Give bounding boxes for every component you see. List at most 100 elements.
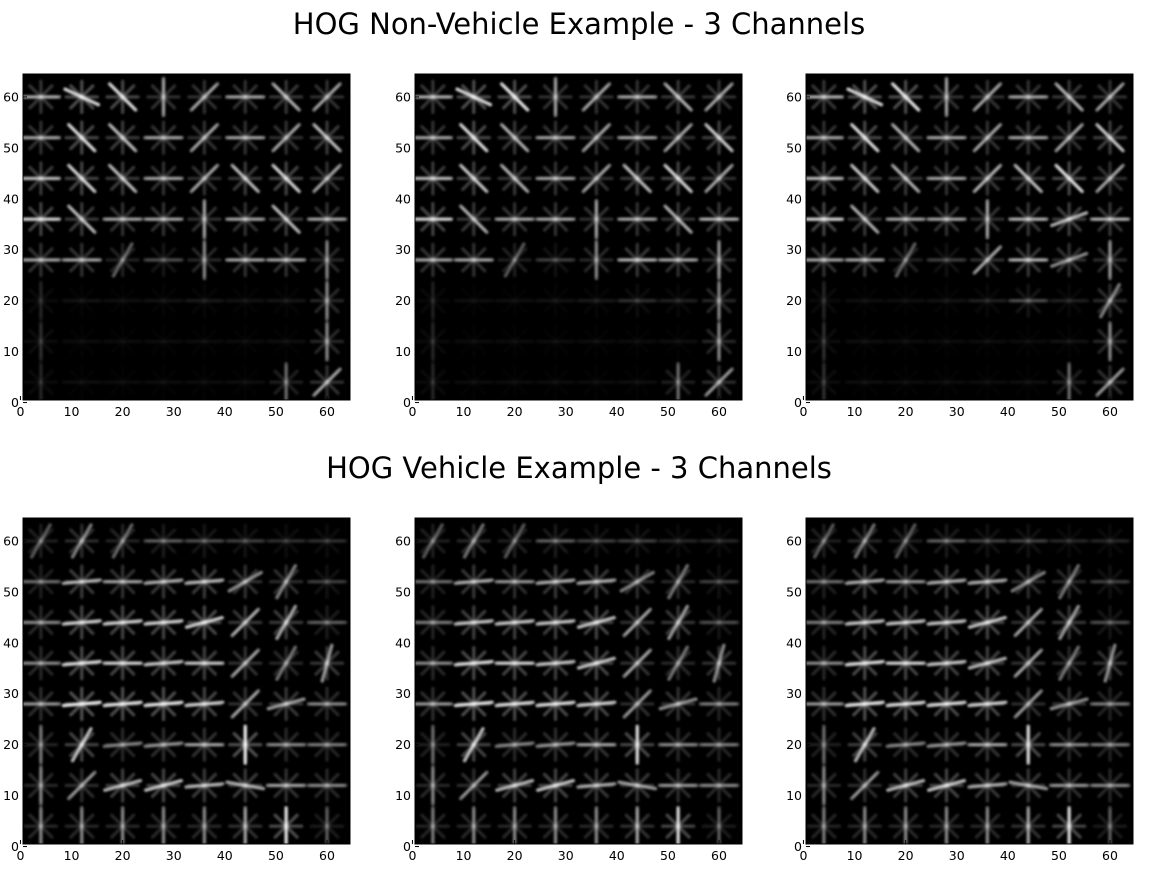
hog-cell xyxy=(888,523,923,559)
hog-cell xyxy=(698,727,740,762)
hog-cell xyxy=(266,768,307,803)
hog-panel-non-vehicle-ch3: 0 10 20 30 40 50 60 0 10 20 30 40 50 60 xyxy=(786,73,1134,419)
hog-cell xyxy=(225,298,266,303)
figure-title-non-vehicle: HOG Non-Vehicle Example - 3 Channels xyxy=(292,7,866,41)
hog-cell xyxy=(228,724,263,765)
hog-cell xyxy=(415,806,451,844)
hog-cell xyxy=(415,202,453,237)
hog-cell xyxy=(885,202,926,237)
plot-frame xyxy=(414,517,743,845)
hog-cell xyxy=(456,120,491,155)
y-tick-label: 20 xyxy=(395,737,411,752)
hog-cell xyxy=(844,564,885,599)
x-tick-label: 0 xyxy=(16,848,24,863)
hog-cell xyxy=(888,79,923,115)
hog-cell xyxy=(1089,523,1131,559)
hog-cell xyxy=(535,298,576,303)
plot-frame xyxy=(414,73,743,401)
plot-frame xyxy=(22,73,351,401)
hog-cell xyxy=(415,161,453,196)
hog-cell xyxy=(701,161,737,196)
hog-cells xyxy=(23,76,348,400)
y-tick-label: 0 xyxy=(403,395,411,410)
plot-frame xyxy=(805,73,1134,401)
hog-cell xyxy=(661,604,696,641)
hog-cell xyxy=(806,686,844,722)
hog-cell xyxy=(306,768,348,803)
hog-cell xyxy=(576,727,617,762)
hog-cell xyxy=(701,239,737,281)
hog-cell xyxy=(926,646,967,681)
y-tick-label: 10 xyxy=(395,344,411,359)
hog-cell xyxy=(926,161,967,196)
hog-cell xyxy=(456,523,491,559)
hog-cell xyxy=(967,768,1008,803)
hog-cell xyxy=(143,564,184,599)
hog-cell xyxy=(698,564,740,599)
hog-cell xyxy=(187,806,222,844)
y-tick-label: 10 xyxy=(786,344,802,359)
hog-cell xyxy=(701,280,737,321)
hog-cell xyxy=(617,380,658,384)
hog-cell xyxy=(309,280,345,321)
x-tick-label: 30 xyxy=(949,848,965,863)
hog-cell xyxy=(576,686,617,722)
x-tick-label: 20 xyxy=(115,848,131,863)
hog-cell xyxy=(64,120,99,155)
y-tick-label: 30 xyxy=(3,686,19,701)
hog-cell xyxy=(658,242,699,278)
y-tick-label: 20 xyxy=(3,737,19,752)
hog-cell xyxy=(579,199,614,240)
hog-cell xyxy=(456,727,491,763)
hog-cell xyxy=(579,79,614,115)
hog-cell xyxy=(970,199,1005,240)
x-tick-label: 10 xyxy=(456,848,472,863)
hog-cell xyxy=(888,806,923,844)
hog-cell xyxy=(1008,283,1049,318)
hog-cell xyxy=(184,646,225,681)
hog-cell xyxy=(269,79,304,115)
x-tick-label: 30 xyxy=(558,848,574,863)
hog-cell xyxy=(1010,564,1046,599)
hog-cell xyxy=(23,564,61,599)
hog-cell xyxy=(967,298,1008,303)
hog-cell xyxy=(535,523,576,559)
x-tick-label: 10 xyxy=(64,404,80,419)
hog-cell xyxy=(698,605,740,640)
hog-cell xyxy=(1089,686,1131,722)
x-tick-label: 10 xyxy=(847,848,863,863)
hog-cell xyxy=(1011,806,1046,844)
hog-cell xyxy=(1052,645,1087,681)
x-tick-label: 50 xyxy=(1051,848,1067,863)
y-tick-label: 30 xyxy=(395,686,411,701)
x-tick-label: 0 xyxy=(799,404,807,419)
hog-cell xyxy=(535,686,576,722)
x-tick-label: 0 xyxy=(16,404,24,419)
hog-cell xyxy=(144,768,183,803)
hog-cell xyxy=(926,686,967,722)
hog-cell xyxy=(926,202,967,237)
hog-cell xyxy=(456,161,491,196)
hog-cell xyxy=(1049,768,1090,803)
hog-cell xyxy=(1092,79,1128,115)
hog-cell xyxy=(806,646,844,681)
hog-cell xyxy=(806,605,844,640)
hog-cell xyxy=(102,727,143,762)
hog-cell xyxy=(105,242,140,278)
hog-cell xyxy=(228,161,263,196)
hog-cell xyxy=(806,280,842,321)
hog-cell xyxy=(1092,365,1128,400)
hog-cell xyxy=(184,768,225,803)
hog-cell xyxy=(576,646,616,681)
y-tick-label: 60 xyxy=(395,533,411,548)
hog-cell xyxy=(227,564,263,599)
x-tick-label: 50 xyxy=(268,848,284,863)
hog-cell xyxy=(1092,806,1128,844)
hog-cell xyxy=(970,120,1005,155)
hog-cell xyxy=(535,605,576,640)
y-tick-label: 30 xyxy=(786,242,802,257)
x-tick-label: 60 xyxy=(1102,848,1118,863)
hog-cell xyxy=(929,76,964,118)
hog-cell xyxy=(266,242,307,278)
hog-cells xyxy=(806,76,1131,400)
